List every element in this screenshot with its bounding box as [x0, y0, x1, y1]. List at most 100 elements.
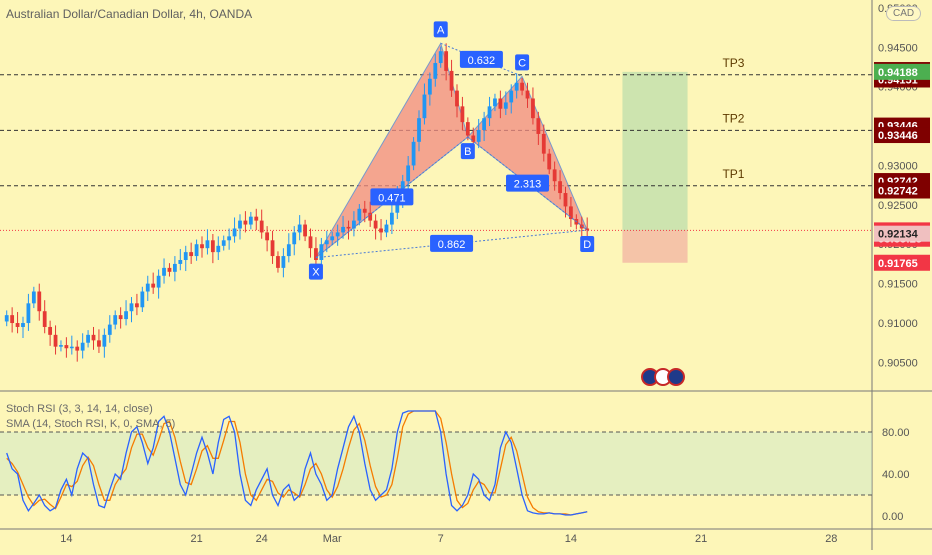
candle-body	[135, 303, 139, 308]
candle-body	[124, 311, 128, 320]
candle-body	[498, 98, 503, 109]
candle-body	[281, 256, 286, 268]
candle-body	[303, 224, 307, 237]
candle-body	[102, 334, 107, 347]
candle-body	[178, 260, 183, 264]
candle-body	[341, 226, 345, 233]
ratio-badge	[506, 174, 550, 192]
time-axis-tick: Mar	[323, 533, 342, 545]
pattern-point-label: X	[312, 267, 320, 279]
candle-body	[558, 181, 562, 194]
candle-body	[69, 346, 74, 349]
tp-level-name: TP3	[722, 56, 744, 70]
ratio-line-bd	[467, 136, 588, 231]
candle-body	[156, 275, 161, 288]
candle-body	[194, 244, 199, 257]
candle-body	[346, 226, 351, 229]
candle-body	[308, 236, 313, 249]
target-zone	[622, 71, 688, 231]
candle-body	[455, 90, 459, 107]
price-tag: 0.92134	[878, 229, 919, 241]
time-axis-tick: 21	[695, 533, 707, 545]
price-axis-tick: 0.92500	[878, 200, 918, 212]
pattern-point-badge	[308, 263, 323, 280]
candle-body	[205, 240, 210, 249]
pattern-point-badge	[515, 54, 530, 71]
stoch-d-line	[6, 410, 588, 516]
candle-body	[286, 244, 291, 257]
price-tag: 0.91765	[878, 258, 918, 270]
price-tag-bg	[874, 225, 930, 242]
pattern-point-badge	[580, 236, 595, 253]
candle-body	[525, 90, 530, 99]
candle-body	[91, 334, 96, 341]
candle-body	[292, 232, 297, 245]
candle-body	[243, 220, 248, 225]
candle-body	[238, 220, 242, 229]
candle-body	[59, 345, 63, 347]
tp-price-tag-bg	[874, 127, 930, 144]
chart-title: Australian Dollar/Canadian Dollar, 4h, O…	[6, 7, 253, 21]
candle-body	[335, 232, 340, 237]
candle-body	[270, 240, 275, 257]
price-tag-bg	[874, 254, 930, 271]
stop-zone	[622, 230, 688, 263]
candle-body	[167, 267, 172, 272]
time-axis-tick: 24	[256, 533, 268, 545]
candle-body	[113, 315, 118, 325]
candle-body	[80, 342, 85, 351]
currency-badge[interactable]: CAD	[886, 6, 922, 21]
candle-body	[221, 240, 226, 246]
price-axis-tick: 0.91500	[878, 279, 918, 291]
candle-body	[465, 122, 470, 136]
candle-body	[406, 165, 411, 182]
candle-body	[514, 82, 519, 91]
candle-body	[10, 315, 15, 324]
candle-body	[129, 303, 134, 312]
stoch-axis-tick: 0.00	[882, 511, 903, 523]
candle-body	[15, 323, 20, 327]
candle-body	[438, 51, 443, 64]
time-axis-tick: 7	[438, 533, 444, 545]
candle-body	[330, 236, 335, 241]
candle-body	[357, 208, 362, 221]
candle-body	[487, 106, 492, 119]
candle-body	[172, 263, 177, 272]
candle-body	[579, 224, 584, 229]
candle-body	[200, 244, 204, 249]
time-axis-tick: 14	[60, 533, 72, 545]
tp-price-tag: 0.93446	[878, 130, 918, 142]
candle-body	[373, 220, 378, 229]
candle-body	[140, 291, 145, 308]
candle-body	[64, 345, 69, 349]
price-tag: 0.94188	[878, 67, 918, 79]
stoch-k-line	[6, 410, 588, 516]
candle-body	[162, 267, 166, 276]
tp-price-tag-bg	[874, 182, 930, 199]
candle-body	[493, 98, 497, 107]
candle-body	[427, 78, 432, 95]
candle-body	[319, 244, 324, 260]
tp-level-name: TP2	[722, 111, 744, 125]
candle-body	[75, 346, 80, 351]
candle-body	[118, 315, 123, 320]
candle-body	[509, 90, 514, 103]
price-axis-tick: 0.93000	[878, 160, 918, 172]
candle-body	[547, 153, 552, 170]
ratio-badge	[459, 50, 503, 68]
candle-body	[26, 303, 31, 324]
ratio-badge-label: 0.862	[438, 239, 466, 251]
aud-flag-icon	[667, 368, 685, 386]
candle-body	[324, 240, 329, 245]
candle-body	[368, 212, 373, 221]
pattern-point-badge	[460, 143, 475, 160]
ratio-badge-label: 2.313	[514, 179, 542, 191]
price-axis-tick: 0.90500	[878, 357, 918, 369]
candle-body	[444, 51, 449, 71]
stoch-label: Stoch RSI (3, 3, 14, 14, close)	[6, 403, 153, 415]
candle-body	[232, 228, 237, 237]
candle-body	[254, 216, 259, 221]
candle-body	[433, 63, 438, 79]
